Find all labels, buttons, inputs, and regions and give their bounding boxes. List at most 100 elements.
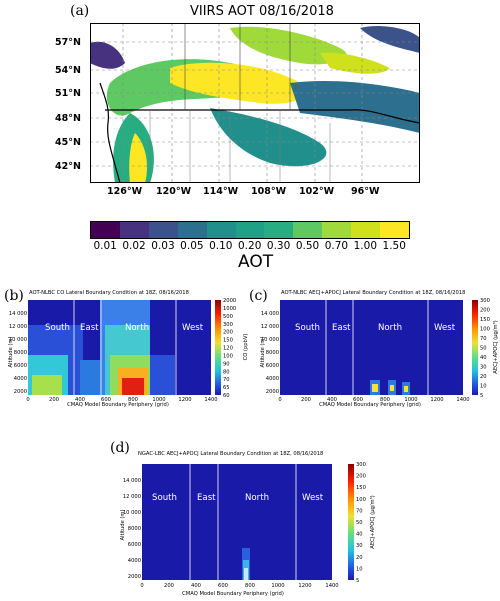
plume-ne-purple — [360, 26, 420, 53]
colorbar-tick: 100 — [223, 353, 233, 359]
svg-text:10 000: 10 000 — [123, 510, 141, 516]
svg-text:200: 200 — [49, 397, 59, 403]
svg-text:1200: 1200 — [430, 397, 443, 403]
colorbar-tick: 40 — [480, 355, 487, 361]
lon-tick: 102°W — [299, 186, 335, 197]
svg-text:6000: 6000 — [14, 363, 27, 369]
panel-b-figure: AOT-NLBC CO Lateral Boundary Condition a… — [8, 290, 249, 408]
aot-colorbar-tick: 0.10 — [209, 240, 233, 252]
aot-colorbar — [90, 221, 410, 239]
svg-text:14 000: 14 000 — [9, 311, 27, 317]
panel-d-aerosol-field — [242, 548, 250, 580]
panel-d-xticks: 0 200 400 600 800 1000 1200 1400 — [140, 583, 338, 589]
aot-colorbar-segment — [177, 222, 207, 238]
panel-b-cblabel: CO (ppbV) — [243, 334, 249, 361]
svg-text:1400: 1400 — [325, 583, 338, 589]
svg-text:2000: 2000 — [266, 389, 279, 395]
state-lines — [149, 110, 331, 183]
svg-text:14 000: 14 000 — [261, 311, 279, 317]
lat-tick: 42°N — [55, 161, 81, 172]
coastline — [99, 82, 121, 183]
panel-b-xlabel: CMAQ Model Boundary Periphery (grid) — [67, 402, 169, 408]
plume-central-yellow — [170, 62, 306, 104]
province-lines — [184, 23, 291, 110]
panel-c-title: AOT-NLBC AECJ+APOCJ Lateral Boundary Con… — [281, 290, 465, 296]
colorbar-tick: 300 — [223, 322, 233, 328]
panel-d-title: NGAC-LBC AECJ+APOCJ Lateral Boundary Con… — [138, 451, 323, 457]
section-label-south: South — [152, 493, 177, 503]
svg-text:2000: 2000 — [128, 574, 141, 580]
svg-text:8000: 8000 — [14, 350, 27, 356]
svg-text:1400: 1400 — [456, 397, 469, 403]
colorbar-tick: 1000 — [223, 306, 236, 312]
graticule — [90, 23, 420, 183]
aot-map — [90, 23, 420, 183]
aot-colorbar-tick: 1.50 — [382, 240, 406, 252]
panel-d-cblabel: AECJ+APOCJ (μg/m³) — [370, 495, 376, 548]
colorbar-tick: 60 — [223, 393, 230, 399]
svg-text:8000: 8000 — [128, 526, 141, 532]
aot-colorbar-segment — [264, 222, 294, 238]
svg-text:12 000: 12 000 — [9, 324, 27, 330]
panel-b-xticks: 0 200 400 600 800 1000 1200 1400 — [26, 397, 217, 403]
aot-colorbar-tick: 0.20 — [238, 240, 262, 252]
aot-colorbar-segment — [235, 222, 265, 238]
colorbar-tick: 30 — [480, 365, 487, 371]
panel-c-aerosol-field — [370, 380, 410, 395]
svg-text:4000: 4000 — [14, 376, 27, 382]
colorbar-tick: 90 — [223, 361, 230, 367]
aot-colorbar-label: AOT — [238, 252, 274, 272]
panel-c-xticks: 0 200 400 600 800 1000 1200 1400 — [278, 397, 469, 403]
svg-text:200: 200 — [301, 397, 311, 403]
colorbar-tick: 500 — [223, 314, 233, 320]
colorbar-tick: 300 — [356, 462, 366, 468]
aot-colorbar-tick: 0.70 — [324, 240, 349, 252]
aot-colorbar-tick: 0.30 — [266, 240, 291, 252]
svg-text:10 000: 10 000 — [9, 337, 27, 343]
svg-text:800: 800 — [245, 583, 255, 589]
colorbar-tick: 100 — [480, 327, 490, 333]
colorbar-tick: 150 — [356, 485, 366, 491]
plume-midwest — [210, 108, 327, 167]
colorbar-tick: 120 — [223, 346, 233, 352]
section-label-north: North — [378, 323, 402, 333]
colorbar-tick: 20 — [356, 555, 363, 561]
svg-text:0: 0 — [140, 583, 143, 589]
colorbar-tick: 10 — [480, 384, 487, 390]
section-label-south: South — [295, 323, 320, 333]
us-canada-border — [105, 109, 420, 124]
aot-colorbar-tick: 0.02 — [122, 240, 146, 252]
aot-colorbar-segment — [322, 222, 352, 238]
colorbar-tick: 300 — [480, 298, 490, 304]
svg-text:8000: 8000 — [266, 350, 279, 356]
colorbar-tick: 50 — [356, 520, 363, 526]
colorbar-tick: 5 — [480, 393, 483, 399]
panel-c-figure: AOT-NLBC AECJ+APOCJ Lateral Boundary Con… — [260, 290, 499, 408]
section-label-east: East — [332, 323, 351, 333]
panel-c-colorbar-ticks: 300 200 150 100 70 50 40 30 20 10 5 — [480, 298, 490, 399]
panel-c-yticks: 14 000 12 000 10 000 8000 6000 4000 2000 — [261, 311, 279, 395]
panel-c-plot-area — [280, 300, 463, 395]
colorbar-tick: 40 — [356, 532, 363, 538]
aot-colorbar-segment — [119, 222, 149, 238]
section-label-north: North — [125, 323, 149, 333]
plume-north-yellow — [320, 52, 390, 74]
colorbar-tick: 200 — [356, 474, 366, 480]
panel-c-cblabel: AECJ+APOCJ (μg/m³) — [493, 320, 499, 373]
svg-text:12 000: 12 000 — [123, 494, 141, 500]
svg-text:0: 0 — [26, 397, 29, 403]
colorbar-tick: 20 — [480, 374, 487, 380]
panel-b-colorbar — [215, 300, 221, 395]
panel-d-xlabel: CMAQ Model Boundary Periphery (grid) — [182, 591, 284, 597]
svg-text:400: 400 — [191, 583, 201, 589]
colorbar-tick: 70 — [356, 508, 363, 514]
plume-south-yellow — [129, 133, 147, 183]
colorbar-tick: 30 — [356, 543, 363, 549]
section-label-west: West — [434, 323, 456, 333]
colorbar-tick: 2000 — [223, 298, 236, 304]
colorbar-tick: 200 — [480, 308, 490, 314]
aot-colorbar-tick: 0.01 — [93, 240, 117, 252]
svg-text:2000: 2000 — [14, 389, 27, 395]
lon-tick: 126°W — [107, 186, 143, 197]
